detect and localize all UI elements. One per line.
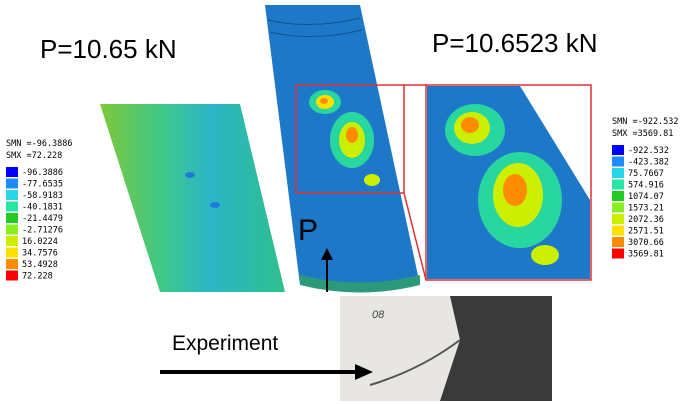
legend-swatch <box>612 157 624 167</box>
legend-value: 72.228 <box>22 272 53 282</box>
legend-value: 75.7667 <box>628 169 664 179</box>
legend-value: -96.3886 <box>22 168 63 178</box>
legend-value: 16.0224 <box>22 237 58 247</box>
legend-swatch <box>612 226 624 236</box>
legend-value: 574.916 <box>628 181 664 191</box>
legend-value: 2571.51 <box>628 227 664 237</box>
legend-value: -423.382 <box>628 158 669 168</box>
legend-swatch <box>6 213 18 223</box>
legend-value: 53.4928 <box>22 260 58 270</box>
legend-swatch <box>612 145 624 155</box>
load-symbol: P <box>298 214 318 247</box>
legend-value: -77.6535 <box>22 180 63 190</box>
legend-swatch <box>6 236 18 246</box>
legend-max: SMX =3569.81 <box>612 129 673 139</box>
legend-swatch <box>6 179 18 189</box>
load-label: P=10.65 kN <box>40 34 177 64</box>
left-model <box>100 104 285 292</box>
specimen-mark: 08 <box>372 309 385 321</box>
legend-swatch <box>6 271 18 281</box>
legend-swatch <box>6 259 18 269</box>
legend-value: -922.532 <box>628 146 669 156</box>
legend-value: 3569.81 <box>628 250 664 260</box>
legend-value: 1573.21 <box>628 204 664 214</box>
legend-max: SMX =72.228 <box>6 151 62 161</box>
legend-swatch <box>612 180 624 190</box>
legend-value: -21.4479 <box>22 214 63 224</box>
legend-value: 2072.36 <box>628 215 664 225</box>
legend-swatch <box>6 202 18 212</box>
legend-value: 3070.66 <box>628 238 664 248</box>
legend-swatch <box>6 248 18 258</box>
experiment-label: Experiment <box>172 332 278 355</box>
legend-swatch <box>612 249 624 259</box>
legend-swatch <box>6 190 18 200</box>
legend-min: SMN =-96.3886 <box>6 139 73 149</box>
legend-swatch <box>612 203 624 213</box>
legend-swatch <box>6 167 18 177</box>
figure: P=10.65 kN P=10.6523 kN P Experiment 08 … <box>0 0 698 404</box>
legend-swatch <box>612 191 624 201</box>
spot <box>185 172 195 178</box>
legend-swatch <box>612 168 624 178</box>
legend-value: -58.9183 <box>22 191 63 201</box>
legend-value: -2.71276 <box>22 226 63 236</box>
legend-swatch <box>6 225 18 235</box>
legend-min: SMN =-922.532 <box>612 117 679 127</box>
spot <box>210 202 220 208</box>
legend-swatch <box>612 237 624 247</box>
legend-value: 34.7576 <box>22 249 58 259</box>
load-label: P=10.6523 kN <box>432 28 598 58</box>
legend-value: -40.1831 <box>22 203 63 213</box>
legend-swatch <box>612 214 624 224</box>
legend-value: 1074.07 <box>628 192 664 202</box>
